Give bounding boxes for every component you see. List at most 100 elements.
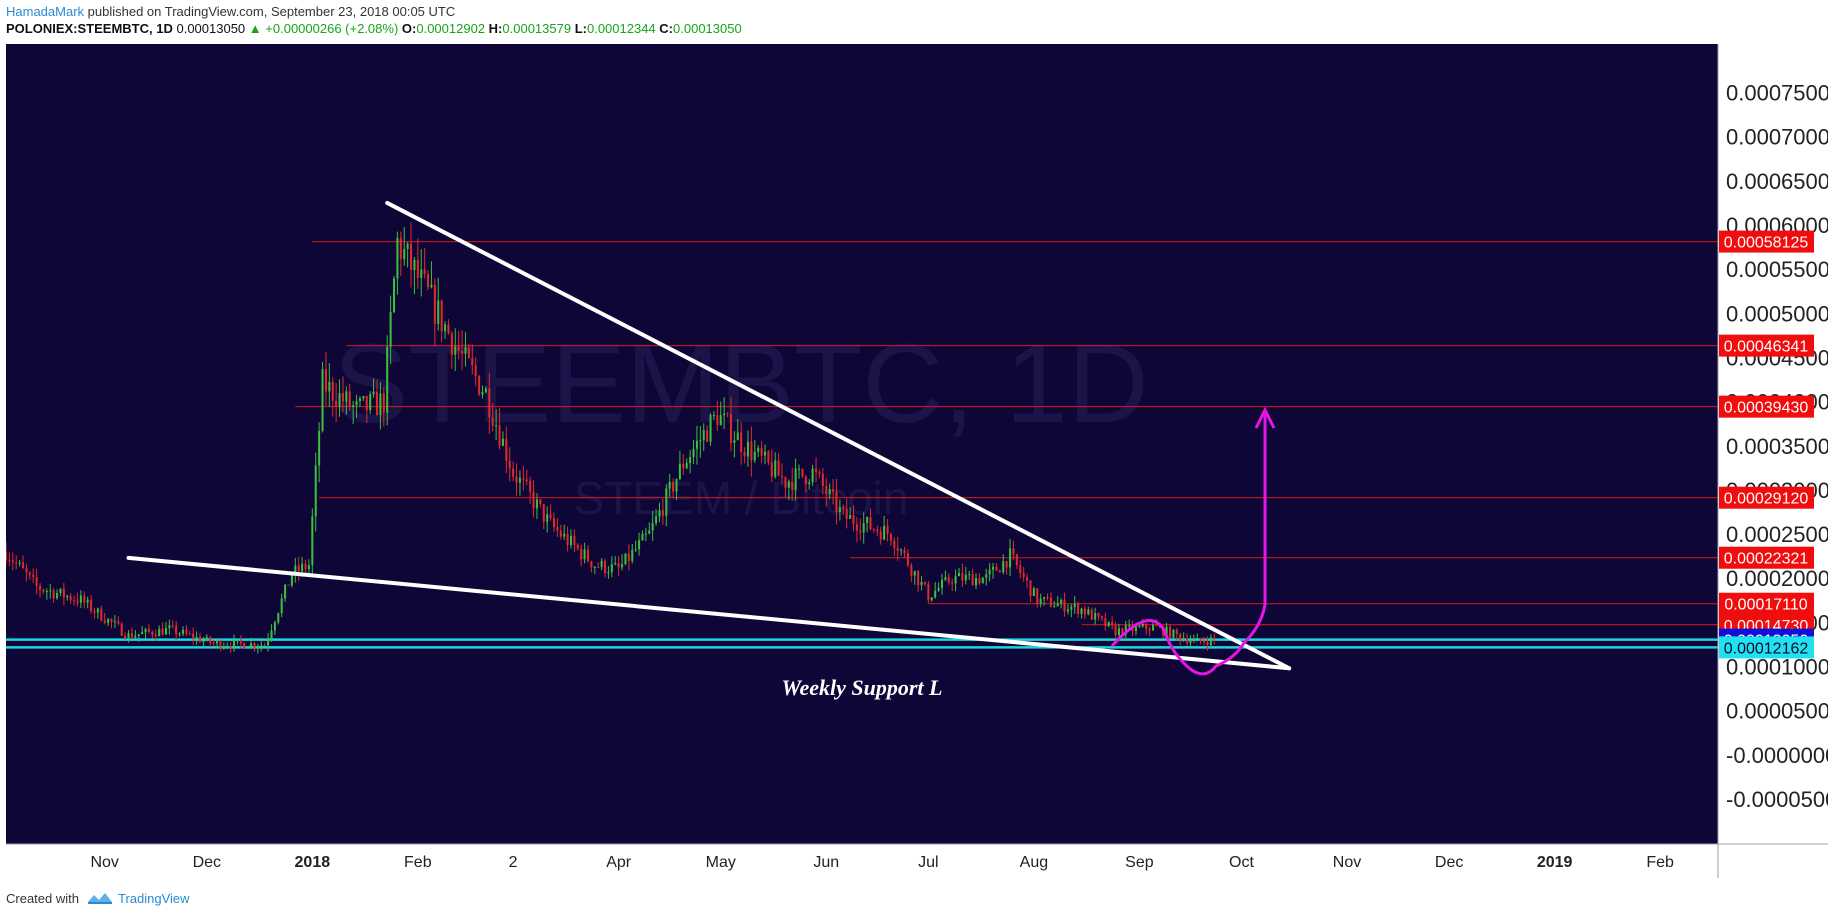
candle-body [624, 553, 627, 565]
candle-body [566, 533, 569, 545]
candle-body [134, 635, 137, 638]
author-link[interactable]: HamadaMark [6, 4, 85, 19]
candle-body [661, 510, 664, 516]
candle-body [546, 514, 549, 522]
candle-body [770, 462, 773, 477]
time-tick-label: Aug [1020, 854, 1048, 871]
candle-body [518, 477, 521, 483]
candle-body [270, 630, 273, 639]
candle-body [573, 535, 576, 545]
candle-body [18, 562, 21, 564]
price-tick-label: 0.0007500 [1726, 81, 1828, 106]
candle-body [345, 391, 348, 402]
price-label-box [1719, 395, 1814, 418]
candle-body [301, 563, 304, 572]
candle-body [556, 527, 559, 531]
candle-body [239, 639, 242, 644]
candle-body [324, 369, 327, 392]
candle-body [655, 516, 658, 524]
candle-body [1012, 548, 1015, 555]
price-tick-label: 0.0006500 [1726, 169, 1828, 194]
candle-body [1094, 613, 1097, 620]
high-label: H: [488, 21, 503, 36]
horizontal-levels [6, 241, 1718, 649]
candle-body [311, 516, 314, 566]
candle-body [117, 621, 120, 624]
candle-body [525, 479, 528, 482]
price-label-text: 0.00058125 [1724, 235, 1809, 252]
price-chart[interactable]: STEEMBTC, 1D STEEM / Bitcoin Weekly Supp… [6, 44, 1828, 878]
candle-body [631, 549, 634, 561]
candle-body [760, 447, 763, 456]
candle-body [702, 430, 705, 441]
candle-body [195, 636, 198, 639]
tradingview-link[interactable]: TradingView [118, 891, 190, 906]
candle-body [903, 549, 906, 554]
publish-line: HamadaMark published on TradingView.com,… [6, 4, 455, 19]
candle-body [297, 565, 300, 572]
candle-body [1213, 637, 1216, 640]
candle-body [825, 485, 828, 494]
candle-body [137, 634, 140, 636]
candle-body [675, 479, 678, 492]
candle-body [651, 523, 654, 531]
candle-body [76, 600, 79, 603]
candle-body [617, 563, 620, 568]
candle-body [563, 533, 566, 537]
candle-body [985, 574, 988, 578]
time-tick-label: Sep [1125, 854, 1154, 871]
candle-body [508, 460, 511, 469]
candle-body [1053, 606, 1056, 608]
candle-body [375, 391, 379, 416]
candle-body [416, 259, 419, 278]
price-tick-label: 0.0005500 [1726, 257, 1828, 282]
candle-body [1100, 616, 1103, 619]
candle-body [668, 481, 671, 489]
low-value: 0.00012344 [586, 21, 656, 36]
candle-body [604, 560, 607, 573]
candle-body [818, 472, 821, 474]
candle-body [784, 477, 787, 488]
candle-body [893, 540, 896, 548]
candle-body [954, 576, 957, 584]
candle-body [947, 576, 950, 583]
candle-body [1199, 638, 1202, 642]
price-axis[interactable]: 0.00075000.00070000.00065000.00060000.00… [1726, 81, 1828, 812]
candle-body [883, 525, 886, 540]
price-change: ▲ +0.00000266 (+2.08%) [248, 21, 399, 36]
publish-info: published on TradingView.com, September … [84, 4, 456, 19]
candle-body [49, 590, 52, 592]
candle-body [185, 629, 188, 634]
candle-body [59, 588, 62, 594]
candle-body [464, 347, 467, 354]
level-price-labels: 0.00058125 0.00046341 0.00039430 0.00029120… [1719, 230, 1814, 659]
candle-body [79, 595, 82, 603]
candle-body [430, 284, 433, 288]
candle-body [634, 549, 637, 551]
candle-body [1002, 561, 1005, 573]
time-tick-label: Feb [404, 854, 432, 871]
candle-body [709, 415, 712, 442]
time-axis[interactable]: Nov Dec 2018 Feb 2 Apr May Jun Jul Aug Sep Oct Nov De… [90, 854, 1674, 871]
candle-body [746, 441, 750, 457]
candle-body [699, 440, 702, 442]
candle-body [1186, 638, 1189, 644]
candle-body [372, 391, 375, 395]
candle-body [815, 468, 818, 473]
high-value: 0.00013579 [502, 21, 572, 36]
weekly-support-annotation: Weekly Support L [782, 675, 943, 700]
candle-body [1060, 599, 1063, 604]
candle-body [454, 346, 457, 355]
candle-body [318, 430, 321, 466]
candle-body [787, 481, 790, 488]
candle-body [981, 577, 984, 584]
time-tick-label: Feb [1646, 854, 1674, 871]
candle-body [600, 560, 603, 568]
tradingview-logo-icon[interactable] [86, 890, 114, 911]
candle-body [777, 460, 780, 476]
candle-body [940, 579, 944, 589]
candle-body [348, 391, 351, 408]
time-tick-label: Nov [1333, 854, 1361, 871]
candle-body [1046, 597, 1049, 599]
candle-body [93, 610, 96, 613]
